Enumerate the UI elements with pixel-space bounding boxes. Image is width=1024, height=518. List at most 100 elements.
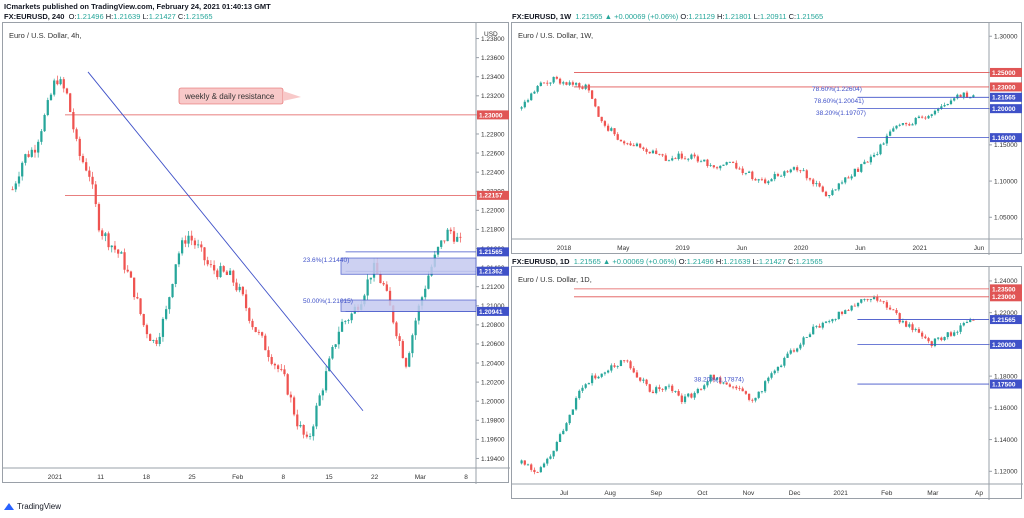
candle	[629, 361, 632, 369]
candle	[789, 169, 792, 173]
chart-4h-svg[interactable]: 1.23800 1.23600 1.23400 1.23200 1.23000 1.228…	[3, 23, 510, 484]
candle	[949, 332, 953, 336]
candle	[824, 321, 828, 323]
candle	[959, 325, 962, 332]
candle	[812, 326, 815, 335]
candle	[754, 179, 757, 181]
chart-1w[interactable]: 1.30000 1.25000 1.20000 1.15000 1.10000 1.050…	[511, 22, 1023, 255]
candle	[815, 325, 818, 327]
candle	[235, 282, 238, 291]
y-tick-label: 1.23800	[481, 36, 505, 43]
candle	[107, 233, 110, 248]
publish-info: ICmarkets published on TradingView.com, …	[4, 2, 271, 11]
candle	[699, 161, 703, 163]
chart-1w-svg[interactable]: 1.30000 1.25000 1.20000 1.15000 1.10000 1.050…	[512, 23, 1023, 255]
candle	[757, 179, 760, 181]
x-tick-label: Jun	[855, 245, 866, 252]
candle	[719, 165, 722, 169]
x-tick-label: Mar	[927, 490, 939, 497]
candle	[59, 79, 62, 85]
candle	[597, 376, 600, 379]
candle	[773, 174, 776, 180]
candle	[206, 260, 209, 265]
candle	[328, 358, 331, 372]
candle	[860, 164, 863, 172]
candle	[930, 114, 933, 116]
candle	[687, 158, 690, 160]
candle	[856, 302, 860, 307]
trendline	[87, 71, 364, 412]
candle	[75, 129, 78, 139]
candle	[88, 170, 91, 177]
candle	[840, 182, 844, 184]
candle	[853, 168, 856, 177]
candle	[799, 170, 802, 172]
candle	[959, 94, 962, 98]
candle	[155, 340, 158, 344]
candle	[933, 338, 937, 346]
candle	[177, 253, 181, 265]
candle	[251, 320, 254, 328]
candle	[872, 296, 876, 300]
candle	[796, 348, 799, 352]
candle	[533, 91, 536, 94]
candle	[181, 240, 184, 254]
candle	[629, 143, 632, 146]
candle	[632, 145, 635, 147]
candle	[523, 460, 526, 465]
y-tick-label: 1.20000	[481, 398, 505, 405]
candle	[671, 385, 674, 392]
candle	[565, 423, 568, 431]
chart-4h[interactable]: 1.23800 1.23600 1.23400 1.23200 1.23000 1.228…	[2, 22, 510, 484]
candle	[398, 336, 401, 342]
candle	[216, 270, 219, 278]
price-tag	[990, 379, 1022, 389]
candle	[703, 385, 706, 390]
candle	[600, 116, 603, 122]
candle	[914, 329, 917, 331]
candle	[696, 156, 699, 162]
price-tag-label: 1.23000	[479, 112, 503, 119]
candle	[789, 350, 792, 354]
chart-1d[interactable]: 1.24000 1.22000 1.20000 1.18000 1.16000 1.140…	[511, 266, 1023, 500]
chart-1w-title: Euro / U.S. Dollar, 1W,	[518, 31, 594, 40]
chart-1d-svg[interactable]: 1.24000 1.22000 1.20000 1.18000 1.16000 1.140…	[512, 267, 1023, 500]
y-tick-label: 1.20200	[481, 379, 505, 386]
price-tag	[477, 247, 509, 257]
y-tick-label: 1.22000	[481, 208, 505, 215]
candle	[715, 167, 719, 169]
candle	[879, 300, 882, 302]
candle	[808, 178, 812, 180]
candle	[523, 101, 526, 108]
candle	[632, 368, 635, 373]
candle	[898, 124, 901, 126]
candle	[921, 116, 924, 118]
candle	[786, 353, 789, 358]
candle	[401, 341, 404, 359]
candle	[276, 365, 280, 369]
candle	[196, 244, 200, 246]
candle	[805, 170, 808, 179]
candle	[911, 124, 914, 126]
candle	[129, 271, 133, 278]
candle	[619, 139, 623, 142]
candle	[286, 374, 289, 395]
candle	[924, 117, 927, 119]
candle	[962, 92, 965, 98]
candle	[571, 82, 574, 85]
candle	[824, 191, 828, 197]
tradingview-brand[interactable]: TradingView	[4, 502, 61, 511]
candle	[869, 156, 872, 163]
annotation-label: 78.60%(1.22604)	[812, 86, 862, 93]
y-tick-label: 1.20600	[481, 341, 505, 348]
candle	[949, 100, 953, 105]
candle	[780, 175, 783, 177]
candle	[908, 324, 911, 327]
candle	[209, 264, 213, 266]
candle	[808, 334, 812, 338]
candle	[635, 372, 639, 378]
candle	[735, 386, 738, 389]
candle	[145, 325, 149, 335]
candle	[680, 153, 683, 159]
candle	[972, 95, 975, 98]
